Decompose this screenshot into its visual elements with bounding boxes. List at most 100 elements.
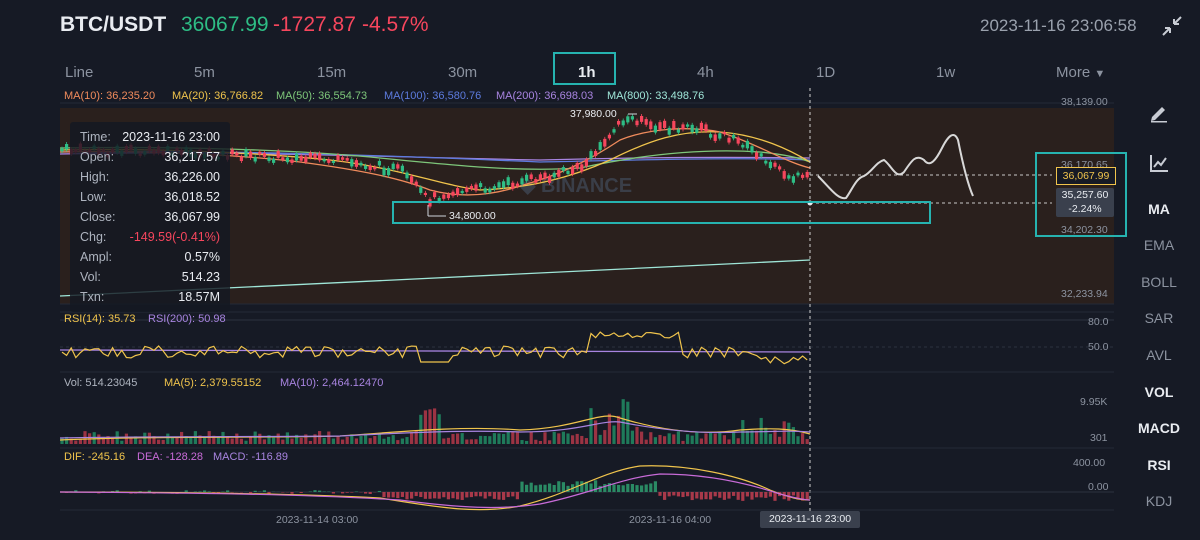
dif-line	[59, 465, 811, 511]
candle-body	[60, 148, 64, 152]
volume-bar	[658, 434, 662, 444]
rsi200-line	[59, 349, 811, 353]
candle-body	[304, 156, 308, 163]
volume-bar	[755, 430, 759, 444]
menu-ma[interactable]: MA	[1148, 201, 1170, 217]
draw-tool-icon[interactable]	[1148, 101, 1170, 123]
volume-bar	[336, 435, 340, 444]
menu-vol[interactable]: VOL	[1144, 384, 1174, 400]
volume-bar	[695, 431, 699, 444]
macd-bar	[382, 492, 386, 498]
menu-boll[interactable]: BOLL	[1141, 274, 1177, 290]
current-price-tag: 36,067.99	[1056, 167, 1116, 185]
tab-1h[interactable]: 1h	[578, 64, 596, 81]
macd-bar	[474, 492, 478, 497]
tab-5m[interactable]: 5m	[194, 64, 215, 81]
macd-bar	[184, 490, 188, 492]
candle-body	[239, 156, 243, 162]
macd-bar	[405, 492, 409, 500]
menu-kdj[interactable]: KDJ	[1145, 493, 1173, 509]
candle-body	[676, 129, 680, 133]
macd-bar	[612, 484, 616, 492]
tab-15m[interactable]: 15m	[317, 64, 347, 81]
candle-body	[469, 185, 473, 189]
volume-bar	[212, 435, 216, 444]
macd-bar	[791, 492, 795, 496]
macd-bar	[796, 492, 800, 500]
volume-bar	[759, 417, 763, 444]
last-price: 36067.99	[181, 13, 269, 36]
candle-body	[322, 159, 326, 162]
tab-30m[interactable]: 30m	[448, 64, 478, 81]
volume-bar	[364, 433, 368, 444]
candle-body	[801, 174, 805, 178]
menu-sar[interactable]: SAR	[1144, 310, 1174, 326]
low-annotation: 34,800.00	[449, 210, 496, 222]
cursor-price-tag: 35,257.60 -2.24%	[1056, 188, 1114, 217]
tab-line[interactable]: Line	[65, 64, 94, 81]
volume-bar	[566, 433, 570, 444]
volume-bar	[249, 436, 253, 444]
menu-rsi[interactable]: RSI	[1147, 457, 1171, 473]
dea-label: DEA: -128.28	[137, 451, 204, 463]
volume-bar	[189, 436, 193, 444]
macd-axis-high: 400.00	[1073, 457, 1106, 469]
price-axis-label-3: 34,202.30	[1061, 224, 1108, 236]
macd-bar	[764, 492, 768, 498]
macd-bar	[262, 490, 266, 492]
candle-body	[354, 160, 358, 167]
macd-bar	[653, 481, 657, 492]
volume-bar	[281, 439, 285, 444]
volume-bar	[479, 435, 483, 444]
tab-more[interactable]: More ▼	[1056, 64, 1105, 81]
volume-bar	[428, 409, 432, 444]
macd-bar	[557, 481, 561, 492]
candle-body	[479, 183, 483, 188]
tooltip-value: 514.23	[181, 270, 220, 284]
volume-bar	[419, 414, 423, 444]
volume-bar	[267, 435, 271, 444]
candle-body	[686, 124, 690, 127]
tab-1d[interactable]: 1D	[816, 64, 836, 81]
macd-bar	[446, 492, 450, 500]
tab-4h[interactable]: 4h	[697, 64, 714, 81]
tooltip-value: 2023-11-16 23:00	[122, 130, 220, 144]
candle-body	[285, 157, 289, 163]
candle-body	[755, 152, 759, 160]
volume-bar	[534, 439, 538, 444]
candle-body	[663, 120, 667, 128]
candle-body	[805, 171, 809, 178]
volume-bar	[686, 434, 690, 444]
macd-bar	[745, 492, 749, 497]
volume-bar	[368, 438, 372, 444]
macd-bar	[299, 492, 303, 494]
macd-bar	[74, 490, 78, 492]
macd-bar	[722, 492, 726, 500]
volume-bar	[446, 437, 450, 444]
macd-bar	[704, 492, 708, 500]
volume-bar	[60, 438, 64, 444]
dea-line	[59, 473, 811, 509]
candle-body	[561, 167, 565, 171]
candle-body	[759, 153, 763, 157]
macd-bar	[456, 492, 460, 500]
volume-bar	[170, 437, 174, 444]
volume-bar	[377, 433, 381, 444]
indicator-chart-icon[interactable]	[1148, 152, 1170, 174]
macd-bar	[801, 492, 805, 501]
candle-body	[741, 144, 745, 148]
collapse-icon[interactable]	[1160, 14, 1184, 38]
candle-body	[336, 155, 340, 161]
menu-ema[interactable]: EMA	[1143, 237, 1175, 253]
tab-1w[interactable]: 1w	[936, 64, 956, 81]
macd-bar	[543, 484, 547, 492]
tooltip-key: Time:	[80, 130, 111, 144]
symbol-title[interactable]: BTC/USDT	[60, 13, 167, 36]
menu-avl[interactable]: AVL	[1146, 347, 1172, 363]
vol-axis-low: 301	[1090, 432, 1108, 444]
candle-body	[796, 172, 800, 176]
volume-bar	[354, 438, 358, 444]
tooltip-value: 18.57M	[178, 290, 220, 304]
menu-macd[interactable]: MACD	[1138, 420, 1180, 436]
